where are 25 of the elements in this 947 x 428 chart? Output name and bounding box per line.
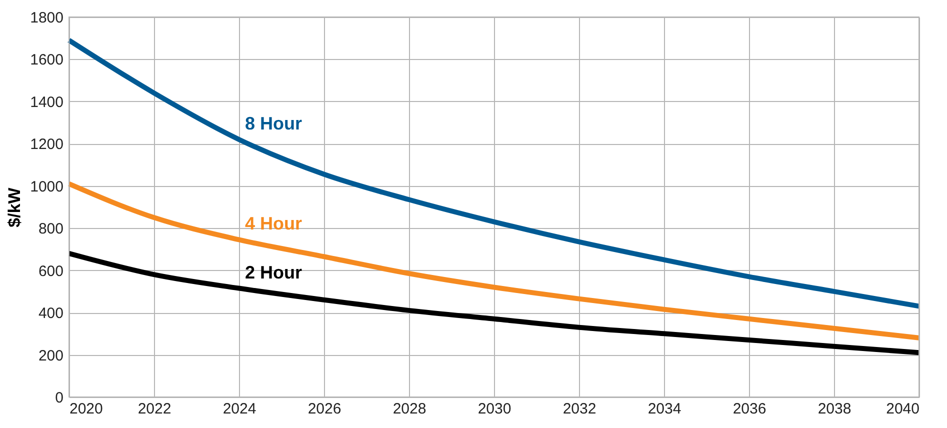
y-axis-title: $/kW	[5, 186, 24, 228]
y-tick-label: 1200	[30, 136, 64, 154]
y-tick-label: 1400	[30, 94, 64, 111]
x-tick-label: 2024	[222, 400, 256, 418]
x-tick-label: 2026	[308, 400, 342, 418]
series-label: 4 Hour	[245, 214, 302, 234]
y-tick-label: 200	[38, 347, 64, 364]
y-tick-label: 400	[38, 305, 64, 322]
series-label: 2 Hour	[245, 262, 302, 282]
x-tick-label: 2022	[138, 400, 172, 418]
y-tick-label: 1800	[30, 10, 64, 26]
series-label: 8 Hour	[245, 113, 302, 134]
x-tick-label: 2030	[478, 400, 512, 418]
x-tick-label: 2020	[70, 400, 103, 418]
y-tick-label: 0	[55, 390, 64, 406]
y-tick-label: 800	[38, 220, 64, 238]
x-tick-label: 2034	[648, 400, 682, 418]
x-tick-label: 2038	[818, 400, 852, 418]
x-tick-label: 2032	[562, 400, 596, 418]
y-tick-label: 600	[38, 262, 64, 280]
x-tick-label: 2040	[886, 400, 920, 418]
y-tick-label: 1600	[30, 52, 64, 69]
x-tick-label: 2036	[732, 400, 766, 418]
x-tick-label: 2028	[392, 400, 426, 418]
y-tick-label: 1000	[30, 178, 64, 196]
